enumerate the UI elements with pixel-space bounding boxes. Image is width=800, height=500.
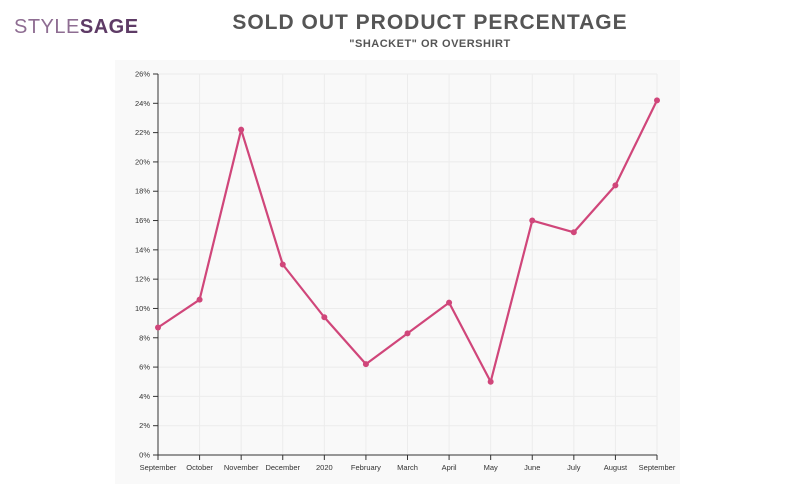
logo-sage-text: SAGE <box>79 16 139 38</box>
x-tick-label: August <box>604 463 628 472</box>
data-point <box>446 299 453 306</box>
data-point <box>155 324 161 331</box>
y-tick-label: 14% <box>135 245 150 254</box>
y-tick-label: 12% <box>135 275 150 284</box>
y-tick-label: 10% <box>135 304 150 313</box>
data-point <box>612 182 619 189</box>
x-tick-label: March <box>397 463 418 472</box>
chart-panel <box>115 60 680 484</box>
data-point <box>404 330 411 337</box>
y-tick-label: 20% <box>135 157 150 166</box>
data-point <box>654 97 660 104</box>
y-tick-label: 26% <box>135 70 150 79</box>
x-tick-label: April <box>442 463 457 472</box>
y-tick-label: 16% <box>135 216 150 225</box>
data-point <box>487 378 494 385</box>
x-tick-label: November <box>224 463 259 472</box>
stylesage-logo: STYLESAGE <box>14 16 139 39</box>
y-tick-label: 24% <box>135 99 150 108</box>
data-point <box>321 314 328 321</box>
y-tick-label: 22% <box>135 128 150 137</box>
x-tick-label: 2020 <box>316 463 333 472</box>
chart-title: SOLD OUT PRODUCT PERCENTAGE <box>232 11 628 34</box>
logo-style-text: STYLE <box>14 16 80 38</box>
x-tick-label: December <box>265 463 300 472</box>
x-tick-label: May <box>484 463 498 472</box>
gridlines <box>157 73 658 456</box>
data-point <box>529 217 536 224</box>
y-axis-ticks: 0% 2% 4% 6% 8% 10% 12% 14% 16% 18% 20% 22% 24% 26% <box>135 70 158 460</box>
series-layer <box>155 97 660 385</box>
x-tick-label: September <box>639 463 676 472</box>
data-point <box>238 126 245 133</box>
data-point <box>196 296 203 303</box>
y-tick-label: 4% <box>139 392 150 401</box>
y-tick-label: 8% <box>139 333 150 342</box>
data-point <box>570 229 577 236</box>
y-tick-label: 18% <box>135 187 150 196</box>
chart-subtitle: "SHACKET" OR OVERSHIRT <box>349 38 511 50</box>
y-tick-label: 0% <box>139 451 150 460</box>
data-point <box>362 361 369 368</box>
data-point <box>279 261 286 268</box>
x-axis-ticks: September October November December 2020 Febr… <box>140 455 676 472</box>
x-tick-label: October <box>186 463 213 472</box>
x-tick-label: September <box>140 463 177 472</box>
x-tick-label: July <box>567 463 581 472</box>
y-tick-label: 6% <box>139 363 150 372</box>
x-tick-label: February <box>351 463 381 472</box>
x-tick-label: June <box>524 463 540 472</box>
y-tick-label: 2% <box>139 421 150 430</box>
